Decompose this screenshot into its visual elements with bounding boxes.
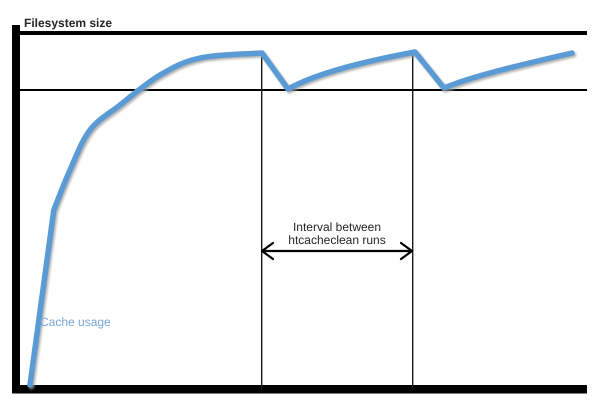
svg-text:Interval between: Interval between: [293, 220, 381, 234]
svg-text:Filesystem size: Filesystem size: [24, 16, 112, 30]
svg-text:htcacheclean runs: htcacheclean runs: [288, 233, 385, 247]
svg-text:Cache usage: Cache usage: [40, 315, 111, 329]
